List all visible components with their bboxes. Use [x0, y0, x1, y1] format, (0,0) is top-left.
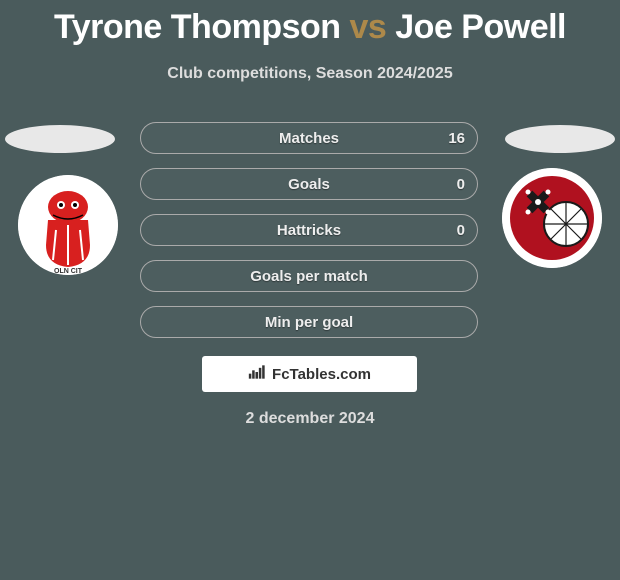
stat-row-goals-per-match: Goals per match — [140, 260, 478, 292]
club-crest-right — [502, 168, 602, 268]
vs-text: vs — [349, 8, 386, 46]
stat-label: Goals — [288, 176, 330, 193]
comparison-title: Tyrone Thompson vs Joe Powell — [0, 0, 620, 47]
shadow-ellipse-right — [505, 125, 615, 153]
player1-name: Tyrone Thompson — [54, 8, 341, 46]
stat-label: Hattricks — [277, 222, 341, 239]
shadow-ellipse-left — [5, 125, 115, 153]
stat-row-hattricks: Hattricks 0 — [140, 214, 478, 246]
date-label: 2 december 2024 — [0, 410, 620, 428]
bar-chart-icon — [248, 365, 268, 384]
subtitle: Club competitions, Season 2024/2025 — [0, 65, 620, 83]
stat-row-matches: Matches 16 — [140, 122, 478, 154]
player2-name: Joe Powell — [395, 8, 566, 46]
branding-badge: FcTables.com — [202, 356, 417, 392]
stat-row-goals: Goals 0 — [140, 168, 478, 200]
club-crest-left: OLN CIT — [18, 175, 118, 275]
stat-label: Goals per match — [250, 268, 368, 285]
svg-text:OLN CIT: OLN CIT — [54, 268, 83, 275]
branding-text: FcTables.com — [272, 366, 371, 383]
stat-right-value: 0 — [457, 222, 465, 239]
stat-label: Matches — [279, 130, 339, 147]
stat-label: Min per goal — [265, 314, 353, 331]
stat-right-value: 0 — [457, 176, 465, 193]
stat-right-value: 16 — [448, 130, 465, 147]
stats-container: Matches 16 Goals 0 Hattricks 0 Goals per… — [140, 122, 478, 352]
stat-row-min-per-goal: Min per goal — [140, 306, 478, 338]
